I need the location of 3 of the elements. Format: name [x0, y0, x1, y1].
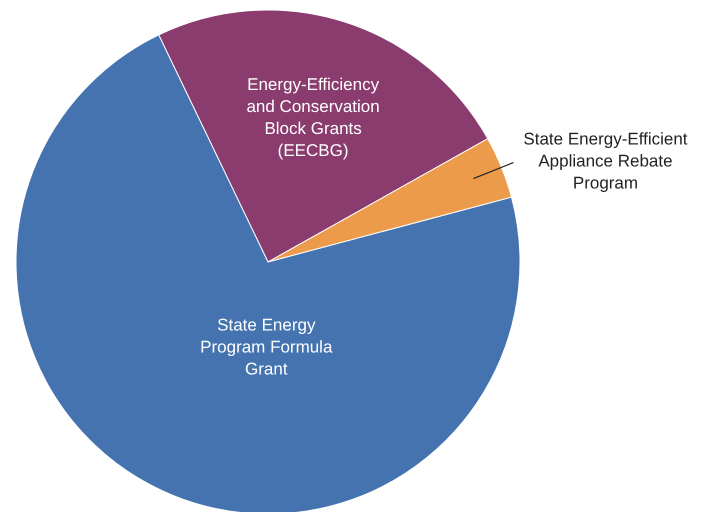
slice-label: State Energy Program Formula Grant [200, 316, 333, 379]
slice-label: Energy-Efficiency and Conservation Block Grants (EECBG) [246, 75, 380, 160]
slice-label: State Energy-Efficient Appliance Rebate Program [523, 130, 688, 194]
